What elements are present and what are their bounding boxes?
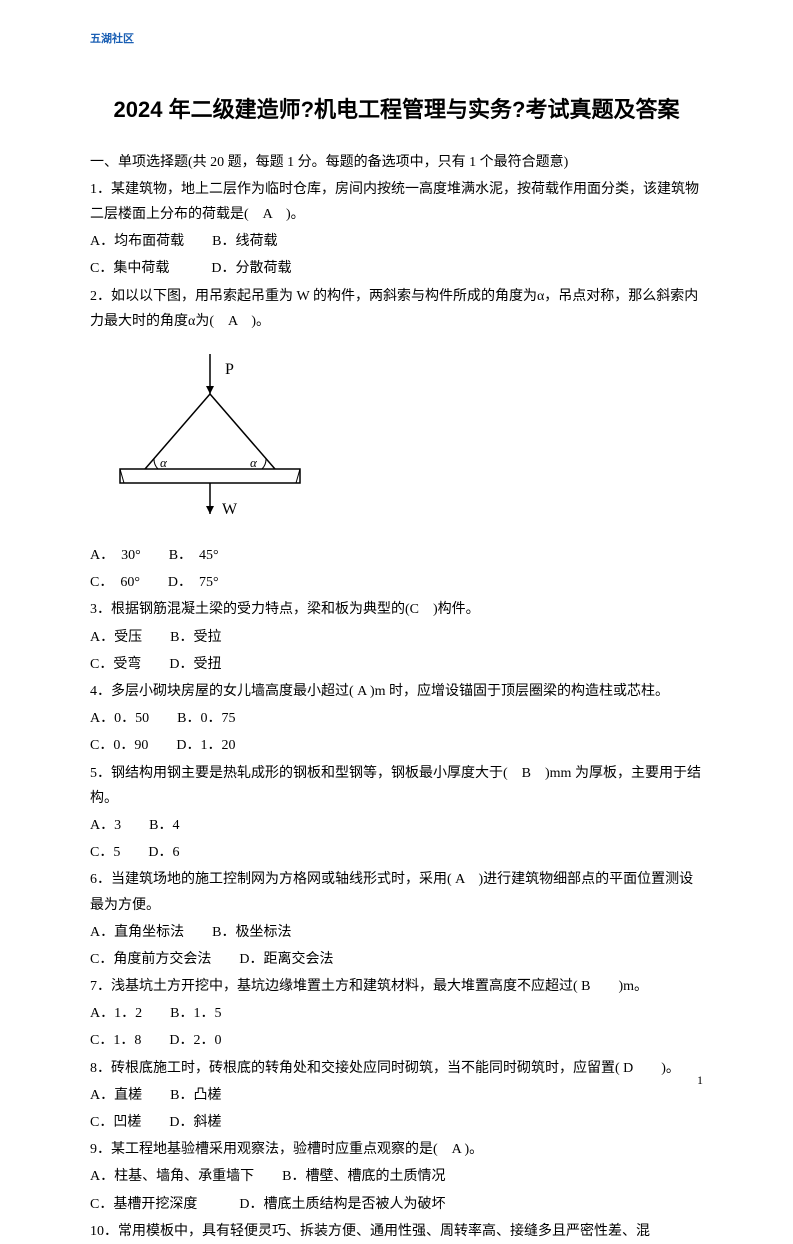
q4-options-2: C．0．90 D．1．20 — [90, 733, 703, 758]
q1-options-2: C．集中荷载 D．分散荷载 — [90, 256, 703, 281]
alpha-left: α — [160, 455, 168, 470]
question-1: 1．某建筑物，地上二层作为临时仓库，房间内按统一高度堆满水泥，按荷载作用面分类，… — [90, 177, 703, 227]
q8-options-2: C．凹槎 D．斜槎 — [90, 1110, 703, 1135]
q1-options-1: A．均布面荷载 B．线荷载 — [90, 229, 703, 254]
section-header: 一、单项选择题(共 20 题，每题 1 分。每题的备选项中，只有 1 个最符合题… — [90, 150, 703, 175]
q9-options-2: C．基槽开挖深度 D．槽底土质结构是否被人为破坏 — [90, 1192, 703, 1217]
q2-options-1: A． 30° B． 45° — [90, 543, 703, 568]
q6-options-2: C．角度前方交会法 D．距离交会法 — [90, 947, 703, 972]
q8-options-1: A．直槎 B．凸槎 — [90, 1083, 703, 1108]
q7-options-2: C．1．8 D．2．0 — [90, 1028, 703, 1053]
question-7: 7．浅基坑土方开挖中，基坑边缘堆置土方和建筑材料，最大堆置高度不应超过( B )… — [90, 974, 703, 999]
page-number: 1 — [697, 1070, 703, 1092]
question-5: 5．钢结构用钢主要是热轧成形的钢板和型钢等，钢板最小厚度大于( B )mm 为厚… — [90, 761, 703, 811]
question-9: 9．某工程地基验槽采用观察法，验槽时应重点观察的是( A )。 — [90, 1137, 703, 1162]
q5-options-1: A．3 B．4 — [90, 813, 703, 838]
w-label: W — [222, 501, 238, 518]
question-4: 4．多层小砌块房屋的女儿墙高度最小超过( A )m 时，应增设锚固于顶层圈梁的构… — [90, 679, 703, 704]
question-3: 3．根据钢筋混凝土梁的受力特点，梁和板为典型的(C )构件。 — [90, 597, 703, 622]
q3-options-2: C．受弯 D．受扭 — [90, 652, 703, 677]
p-label: P — [225, 361, 234, 378]
lifting-diagram: P α α W — [110, 344, 703, 533]
q2-options-2: C． 60° D． 75° — [90, 570, 703, 595]
page-title: 2024 年二级建造师?机电工程管理与实务?考试真题及答案 — [90, 90, 703, 130]
q7-options-1: A．1．2 B．1．5 — [90, 1001, 703, 1026]
alpha-right: α — [250, 455, 258, 470]
question-2: 2．如以以下图，用吊索起吊重为 W 的构件，两斜索与构件所成的角度为α，吊点对称… — [90, 284, 703, 334]
header-logo: 五湖社区 — [90, 30, 134, 50]
q9-options-1: A．柱基、墙角、承重墙下 B．槽壁、槽底的土质情况 — [90, 1164, 703, 1189]
question-10: 10．常用模板中，具有轻便灵巧、拆装方便、通用性强、周转率高、接缝多且严密性差、… — [90, 1219, 703, 1244]
q4-options-1: A．0．50 B．0．75 — [90, 706, 703, 731]
question-8: 8．砖根底施工时，砖根底的转角处和交接处应同时砌筑，当不能同时砌筑时，应留置( … — [90, 1056, 703, 1081]
q5-options-2: C．5 D．6 — [90, 840, 703, 865]
q6-options-1: A．直角坐标法 B．极坐标法 — [90, 920, 703, 945]
q3-options-1: A．受压 B．受拉 — [90, 625, 703, 650]
question-6: 6．当建筑场地的施工控制网为方格网或轴线形式时，采用( A )进行建筑物细部点的… — [90, 867, 703, 917]
